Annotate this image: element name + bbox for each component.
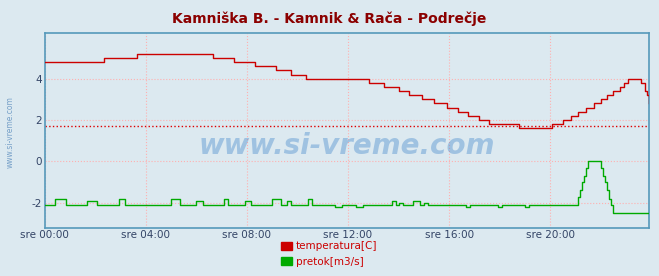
Text: Kamniška B. - Kamnik & Rača - Podrečje: Kamniška B. - Kamnik & Rača - Podrečje: [172, 11, 487, 26]
Text: www.si-vreme.com: www.si-vreme.com: [199, 132, 495, 160]
Text: www.si-vreme.com: www.si-vreme.com: [5, 97, 14, 168]
Legend: temperatura[C], pretok[m3/s]: temperatura[C], pretok[m3/s]: [277, 237, 382, 271]
